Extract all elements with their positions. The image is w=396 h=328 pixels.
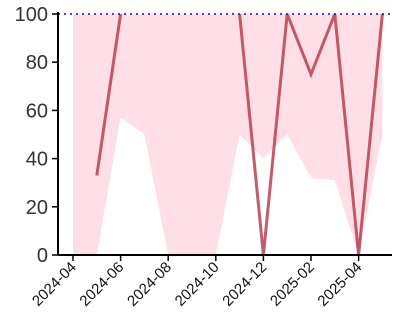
axes-layer (57, 12, 392, 256)
y-tick-label: 20 (26, 197, 48, 219)
x-ticks: 2024-042024-062024-082024-102024-122025-… (29, 255, 365, 310)
y-tick-label: 60 (26, 100, 48, 122)
range-band (73, 14, 383, 255)
x-tick-label: 2025-02 (267, 259, 318, 310)
y-ticks: 0 20 40 60 80 100 (15, 4, 58, 267)
series-line-0-segment-0 (95, 13, 123, 176)
y-tick-label: 40 (26, 149, 48, 171)
band-layer (73, 14, 383, 255)
y-tick-label: 0 (37, 245, 48, 267)
x-tick-label: 2024-10 (172, 259, 223, 310)
x-tick-label: 2024-08 (124, 259, 175, 310)
x-tick-label: 2024-12 (219, 259, 270, 310)
x-tick-label: 2025-04 (314, 259, 365, 310)
x-tick-label: 2024-06 (76, 259, 127, 310)
y-tick-label: 80 (26, 52, 48, 74)
y-tick-label: 100 (15, 4, 48, 26)
